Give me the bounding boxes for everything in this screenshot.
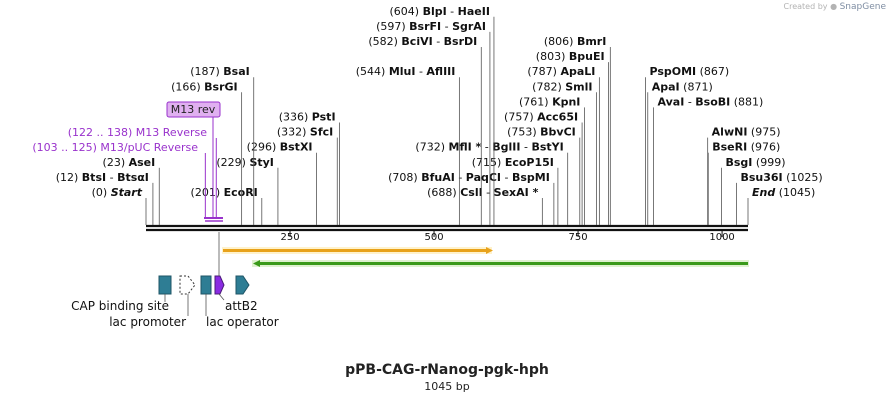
ruler-tick-label-750: 750 [569, 232, 588, 243]
feature-extra[interactable] [235, 275, 250, 295]
enzyme-label-asei[interactable]: (23) AseI [103, 156, 156, 169]
enzyme-label-bcivi[interactable]: (582) BciVI - BsrDI [368, 35, 477, 48]
plasmid-name: pPB-CAG-rNanog-pgk-hph [345, 362, 549, 378]
enzyme-label-sfci[interactable]: (332) SfcI [277, 126, 333, 139]
enzyme-label-bfuai[interactable]: (708) BfuAI - PaqCI - BspMI [388, 171, 550, 184]
enzyme-label-bsu36i[interactable]: Bsu36I (1025) [740, 171, 822, 184]
feature-cap-binding-site[interactable] [158, 275, 172, 295]
enzyme-label-apali[interactable]: (787) ApaLI [527, 65, 595, 78]
green-feature-arrowhead [253, 260, 260, 267]
feature-leader-attb2-label [218, 293, 225, 301]
feature-label-attb2[interactable]: attB2 [225, 299, 258, 313]
feature-lac-operator[interactable] [200, 275, 212, 295]
enzyme-label-kpni[interactable]: (761) KpnI [519, 95, 580, 108]
enzyme-label-smli[interactable]: (782) SmlI [532, 80, 592, 93]
plasmid-length: 1045 bp [424, 380, 470, 393]
enzyme-label-bbvci[interactable]: (753) BbvCI [507, 126, 576, 139]
enzyme-label-start[interactable]: (0) Start [92, 186, 143, 199]
feature-label-cap-binding-site[interactable]: CAP binding site [71, 299, 169, 313]
ruler-tick-label-1000: 1000 [709, 232, 734, 243]
enzyme-label-psti[interactable]: (336) PstI [279, 111, 336, 124]
enzyme-label-avai[interactable]: AvaI - BsoBI (881) [658, 95, 764, 108]
ruler-tick-label-250: 250 [280, 232, 299, 243]
enzyme-label-alwni[interactable]: AlwNI (975) [712, 126, 781, 139]
enzyme-label-beseri[interactable]: BseRI (976) [712, 141, 780, 154]
enzyme-label-styi[interactable]: (229) StyI [216, 156, 274, 169]
feature-label-lac-operator[interactable]: lac operator [206, 315, 279, 329]
enzyme-label-end[interactable]: End (1045) [752, 186, 815, 199]
feature-label-lac-promoter[interactable]: lac promoter [109, 315, 186, 329]
orange-feature-arrowhead [486, 247, 493, 254]
credit-prefix: Created by [783, 2, 828, 11]
feature-lac-promoter[interactable] [179, 275, 196, 295]
enzyme-label-bsrfi[interactable]: (597) BsrFI - SgrAI [376, 20, 486, 33]
enzyme-label-pspomi[interactable]: PspOMI (867) [649, 65, 729, 78]
snapgene-credit: Created by ● SnapGene [784, 2, 887, 12]
credit-brand: SnapGene [839, 2, 886, 12]
snapgene-logo-icon: ● [830, 2, 838, 11]
enzyme-label-ecop15i[interactable]: (715) EcoP15I [472, 156, 554, 169]
primer-label-m13-reverse[interactable]: (122 .. 138) M13 Reverse [68, 126, 207, 139]
enzyme-label-mfli[interactable]: (732) MflI * - BglII - BstYI [415, 141, 563, 154]
enzyme-label-csli[interactable]: (688) CslI - SexAI * [427, 186, 538, 199]
enzyme-label-acc65i[interactable]: (757) Acc65I [504, 111, 578, 124]
enzyme-label-btsi[interactable]: (12) BtsI - BtsαI [56, 171, 149, 184]
primer-box-m13-rev[interactable] [166, 101, 221, 118]
enzyme-label-ecori[interactable]: (201) EcoRI [191, 186, 258, 199]
enzyme-label-bsgi[interactable]: BsgI (999) [726, 156, 786, 169]
enzyme-label-mlui[interactable]: (544) MluI - AflIII [356, 65, 456, 78]
enzyme-label-bpuei[interactable]: (803) BpuEI [536, 50, 605, 63]
primer-label-m13-puc-reverse[interactable]: (103 .. 125) M13/pUC Reverse [32, 141, 198, 154]
enzyme-label-apai[interactable]: ApaI (871) [652, 80, 713, 93]
enzyme-label-bsrgi[interactable]: (166) BsrGI [171, 80, 238, 93]
ruler-tick-label-500: 500 [424, 232, 443, 243]
enzyme-label-blpi[interactable]: (604) BlpI - HaeII [389, 5, 489, 18]
primer-label-m13-rev: M13 rev [171, 103, 216, 116]
feature-attb2[interactable] [214, 275, 225, 295]
enzyme-label-bsai[interactable]: (187) BsaI [190, 65, 250, 78]
enzyme-label-bstxi[interactable]: (296) BstXI [247, 141, 313, 154]
enzyme-label-bmri[interactable]: (806) BmrI [544, 35, 606, 48]
